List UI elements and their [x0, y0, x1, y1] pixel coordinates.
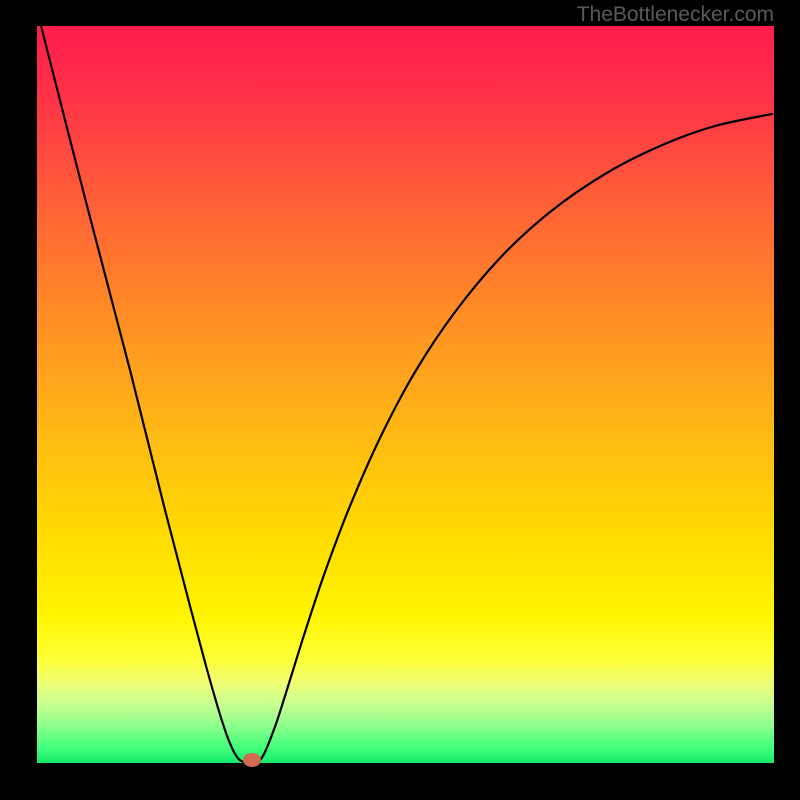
chart-frame: TheBottlenecker.com [0, 0, 800, 800]
minimum-marker [243, 753, 261, 767]
curve-path [37, 10, 772, 762]
watermark-text: TheBottlenecker.com [577, 3, 774, 27]
bottleneck-curve [0, 0, 800, 800]
